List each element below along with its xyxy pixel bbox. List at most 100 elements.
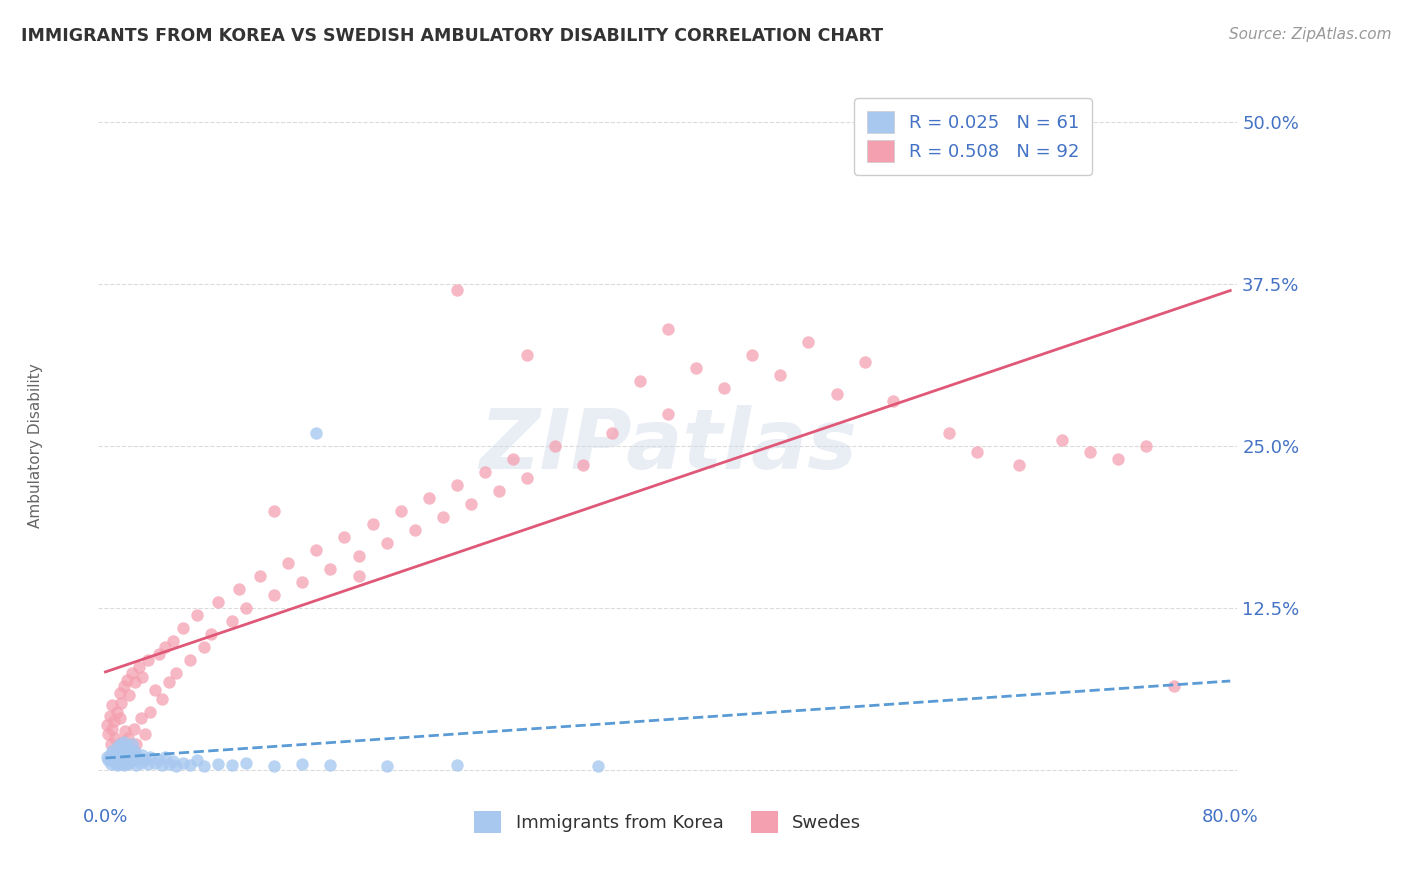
Point: [111, 739, 134, 754]
Point: [101, 744, 124, 758]
Point: [263, 504, 285, 518]
Point: [148, 647, 170, 661]
Point: [97, 753, 120, 767]
Point: [107, 754, 129, 768]
Point: [162, 633, 184, 648]
Point: [107, 747, 129, 761]
Point: [1163, 679, 1185, 693]
Point: [741, 348, 763, 362]
Point: [446, 478, 468, 492]
Point: [157, 756, 180, 771]
Point: [319, 562, 342, 576]
Point: [98, 709, 121, 723]
Point: [111, 735, 134, 749]
Point: [291, 756, 314, 771]
Point: [124, 675, 146, 690]
Point: [136, 756, 159, 771]
Point: [112, 735, 135, 749]
Point: [122, 722, 145, 736]
Point: [544, 439, 567, 453]
Point: [129, 756, 152, 770]
Point: [657, 407, 679, 421]
Point: [1078, 445, 1101, 459]
Point: [120, 742, 142, 756]
Point: [1135, 439, 1157, 453]
Point: [179, 758, 201, 772]
Point: [221, 758, 243, 772]
Point: [319, 758, 342, 772]
Point: [110, 753, 132, 767]
Point: [207, 756, 229, 771]
Point: [110, 744, 132, 758]
Point: [111, 756, 134, 770]
Point: [139, 705, 162, 719]
Point: [1008, 458, 1031, 473]
Point: [127, 750, 149, 764]
Point: [966, 445, 988, 459]
Point: [117, 753, 139, 767]
Point: [305, 425, 328, 440]
Point: [100, 738, 122, 752]
Point: [389, 504, 412, 518]
Point: [105, 758, 128, 772]
Point: [148, 753, 170, 767]
Point: [129, 711, 152, 725]
Point: [125, 738, 148, 752]
Point: [139, 750, 162, 764]
Point: [235, 601, 257, 615]
Point: [600, 425, 623, 440]
Point: [474, 465, 496, 479]
Point: [101, 722, 124, 736]
Text: Source: ZipAtlas.com: Source: ZipAtlas.com: [1229, 27, 1392, 42]
Point: [460, 497, 482, 511]
Point: [263, 759, 285, 773]
Point: [128, 659, 150, 673]
Point: [131, 747, 153, 762]
Point: [172, 756, 194, 770]
Point: [112, 758, 135, 772]
Point: [938, 425, 960, 440]
Point: [769, 368, 792, 382]
Point: [221, 614, 243, 628]
Point: [115, 673, 138, 687]
Y-axis label: Ambulatory Disability: Ambulatory Disability: [28, 364, 42, 528]
Point: [110, 696, 132, 710]
Point: [103, 714, 125, 728]
Point: [131, 670, 153, 684]
Point: [228, 582, 250, 596]
Point: [162, 754, 184, 768]
Point: [235, 756, 257, 770]
Point: [446, 283, 468, 297]
Point: [150, 692, 173, 706]
Point: [432, 510, 454, 524]
Point: [1107, 452, 1129, 467]
Point: [120, 750, 142, 764]
Point: [122, 753, 145, 767]
Point: [150, 758, 173, 772]
Point: [186, 753, 208, 767]
Point: [120, 744, 142, 758]
Point: [121, 738, 143, 752]
Point: [333, 530, 356, 544]
Point: [685, 361, 707, 376]
Point: [114, 754, 136, 768]
Point: [114, 724, 136, 739]
Text: ZIPatlas: ZIPatlas: [479, 406, 856, 486]
Point: [112, 679, 135, 693]
Point: [104, 731, 127, 745]
Point: [134, 753, 156, 767]
Point: [157, 675, 180, 690]
Point: [108, 738, 131, 752]
Point: [628, 374, 651, 388]
Point: [134, 727, 156, 741]
Point: [249, 568, 271, 582]
Point: [207, 595, 229, 609]
Point: [853, 354, 876, 368]
Point: [153, 640, 176, 654]
Point: [516, 348, 538, 362]
Point: [103, 750, 125, 764]
Point: [713, 381, 735, 395]
Point: [657, 322, 679, 336]
Point: [118, 688, 141, 702]
Point: [165, 666, 187, 681]
